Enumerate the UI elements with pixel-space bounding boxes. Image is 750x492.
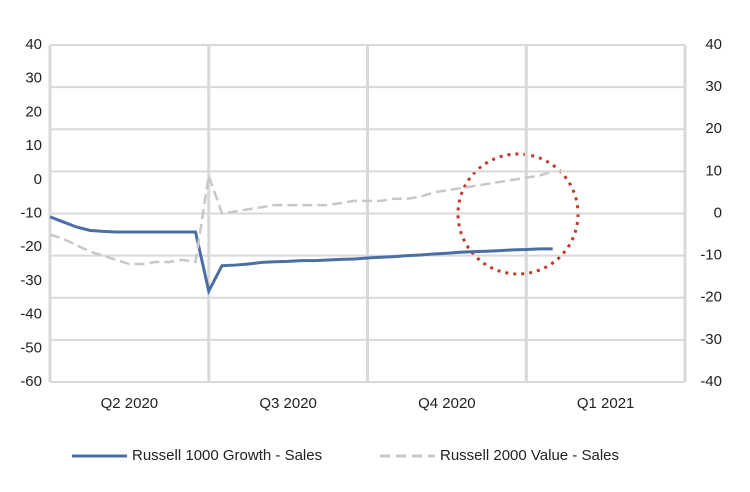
y-tick-label: 20 [25, 103, 42, 120]
y2-tick-label: 10 [705, 162, 722, 179]
y2-tick-label: -30 [700, 331, 722, 348]
y2-tick-label: -20 [700, 289, 722, 306]
y-tick-label: -20 [20, 238, 42, 255]
y2-tick-label: 40 [705, 36, 722, 53]
y2-tick-label: -40 [700, 373, 722, 390]
y-tick-label: -40 [20, 306, 42, 323]
series-line [49, 215, 553, 296]
x-tick-label: Q3 2020 [259, 395, 317, 412]
y2-tick-label: 0 [714, 204, 722, 221]
x-tick-label: Q1 2021 [577, 395, 635, 412]
y-tick-label: 0 [34, 171, 42, 188]
y2-tick-label: 20 [705, 120, 722, 137]
legend-label: Russell 2000 Value - Sales [440, 447, 619, 464]
y2-tick-label: 30 [705, 78, 722, 95]
y-tick-label: -60 [20, 373, 42, 390]
x-tick-label: Q2 2020 [101, 395, 159, 412]
x-tick-label: Q4 2020 [418, 395, 476, 412]
y-tick-label: 10 [25, 137, 42, 154]
legend-label: Russell 1000 Growth - Sales [132, 447, 322, 464]
y-tick-label: 40 [25, 36, 42, 53]
y-tick-label: 30 [25, 70, 42, 87]
y-tick-label: -50 [20, 339, 42, 356]
y-tick-label: -30 [20, 272, 42, 289]
series-line [49, 170, 554, 266]
y-tick-label: -10 [20, 204, 42, 221]
y2-tick-label: -10 [700, 247, 722, 264]
